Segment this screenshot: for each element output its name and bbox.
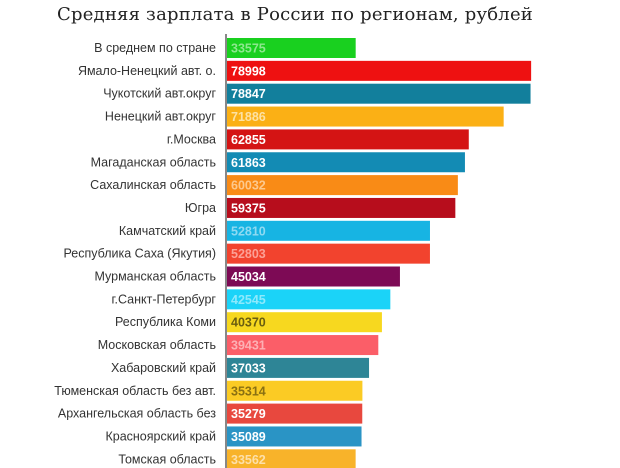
bar-value-label: 78847 — [231, 87, 266, 101]
bar — [226, 426, 362, 447]
bar-value-label: 35089 — [231, 430, 266, 444]
bar-value-label: 52803 — [231, 247, 266, 261]
bar-value-label: 33562 — [231, 453, 266, 467]
category-label: Югра — [185, 201, 216, 215]
bar — [226, 335, 379, 356]
category-label: Республика Саха (Якутия) — [63, 247, 216, 261]
category-label: Тюменская область без авт. — [54, 384, 216, 398]
category-label: Ямало-Ненецкий авт. о. — [78, 64, 216, 78]
category-label: Московская область — [98, 338, 216, 352]
bar-value-label: 33575 — [231, 42, 266, 56]
bar-value-label: 42545 — [231, 293, 266, 307]
category-label: г.Санкт-Петербург — [111, 292, 216, 306]
bar — [226, 129, 469, 150]
category-label: Магаданская область — [91, 155, 216, 169]
category-label: Камчатский край — [119, 224, 216, 238]
bar-value-label: 60032 — [231, 179, 266, 193]
bar-value-label: 52810 — [231, 224, 266, 238]
bar-value-label: 78998 — [231, 64, 266, 78]
bar-value-label: 39431 — [231, 339, 266, 353]
bar-value-label: 40370 — [231, 316, 266, 330]
bar-value-label: 61863 — [231, 156, 266, 170]
bar — [226, 449, 356, 468]
category-label: Чукотский авт.округ — [103, 87, 216, 101]
bar — [226, 152, 465, 173]
bar — [226, 380, 363, 401]
bar — [226, 220, 430, 241]
bar-value-label: 45034 — [231, 270, 266, 284]
bar — [226, 106, 504, 127]
category-label: Красноярский край — [105, 429, 216, 443]
category-label: В среднем по стране — [94, 41, 216, 55]
bar-value-label: 62855 — [231, 133, 266, 147]
bar-value-label: 37033 — [231, 361, 266, 375]
bar-value-label: 35314 — [231, 384, 266, 398]
bar — [226, 243, 430, 264]
bar-value-label: 59375 — [231, 201, 266, 215]
category-label: г.Москва — [167, 132, 216, 146]
bar — [226, 197, 456, 218]
bar — [226, 289, 391, 310]
category-label: Мурманская область — [94, 270, 216, 284]
bar — [226, 175, 458, 196]
bar — [226, 83, 531, 104]
bar — [226, 60, 532, 81]
category-label: Республика Коми — [115, 315, 216, 329]
bar — [226, 312, 382, 333]
category-label: Архангельская область без — [58, 407, 216, 421]
category-label: Ненецкий авт.округ — [105, 110, 217, 124]
bar — [226, 403, 363, 424]
bar-value-label: 35279 — [231, 407, 266, 421]
bar-value-label: 71886 — [231, 110, 266, 124]
chart-title: Средняя зарплата в России по регионам, р… — [57, 4, 533, 25]
bar — [226, 38, 356, 58]
category-label: Хабаровский край — [111, 361, 216, 375]
bar — [226, 266, 400, 287]
category-label: Томская область — [118, 452, 216, 466]
category-label: Сахалинская область — [90, 178, 216, 192]
bar — [226, 357, 370, 378]
